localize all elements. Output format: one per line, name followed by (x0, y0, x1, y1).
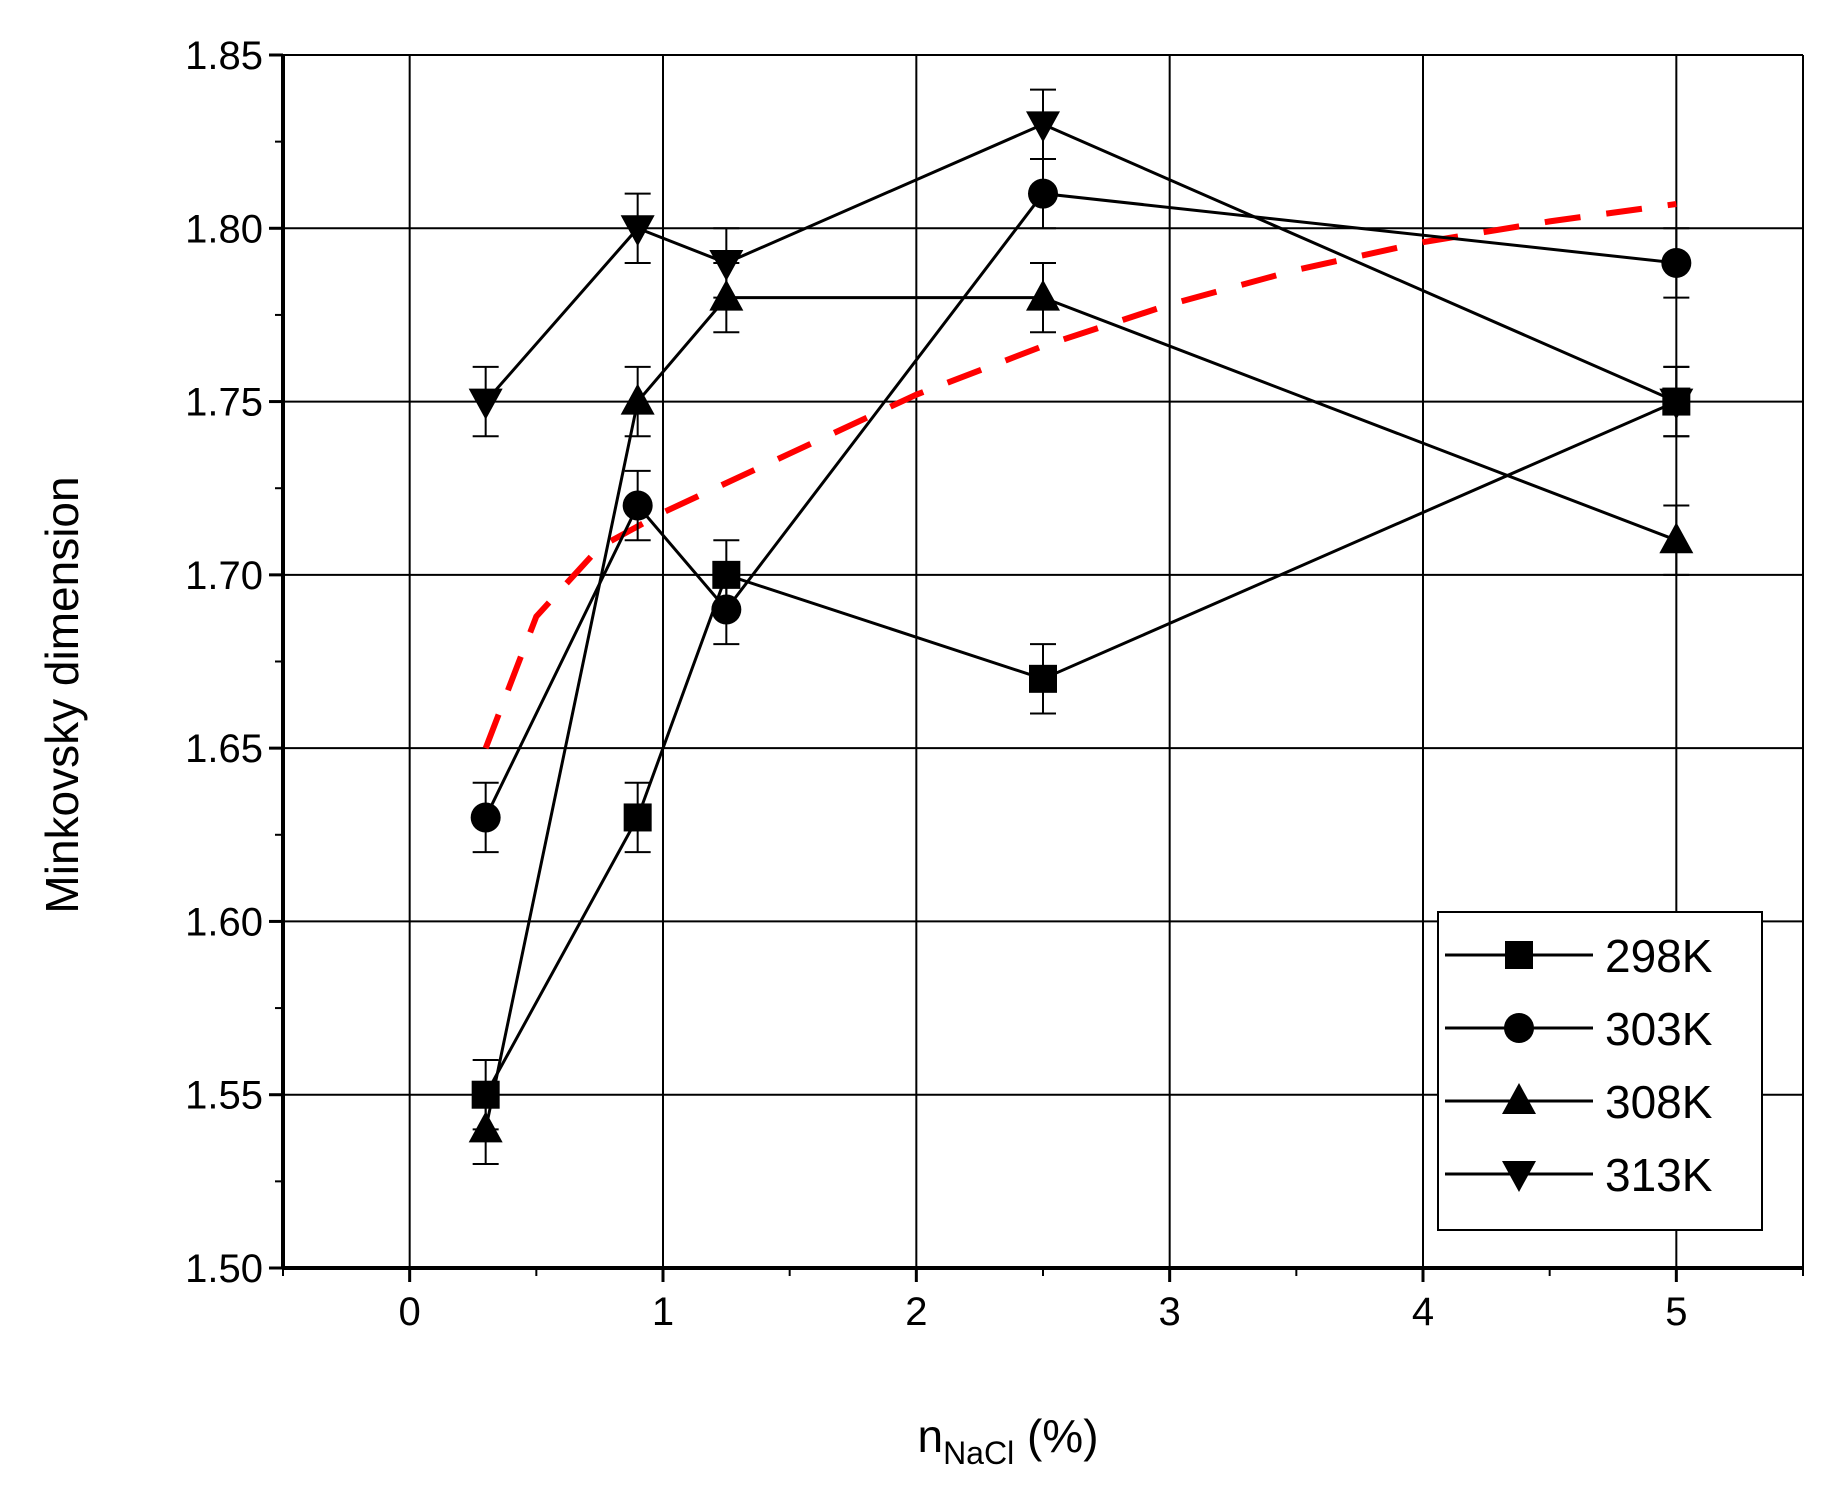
data-point-313K (1659, 388, 1694, 420)
legend-marker-298K (1505, 941, 1533, 969)
x-tick-label: 4 (1412, 1290, 1434, 1334)
x-axis-title-subscript: NaCl (943, 1435, 1014, 1471)
x-axis-title-main: n (917, 1410, 943, 1462)
data-point-298K (1029, 664, 1057, 693)
series-layer (468, 88, 1694, 1166)
legend-item-303K: 303K (1445, 1003, 1713, 1055)
x-tick-label: 0 (399, 1290, 421, 1334)
y-tick-label: 1.55 (185, 1074, 263, 1118)
data-point-303K (1661, 247, 1692, 278)
legend-marker-308K (1502, 1083, 1536, 1114)
x-tick-label: 3 (1159, 1290, 1181, 1334)
y-tick-label: 1.75 (185, 381, 263, 425)
data-point-308K (620, 383, 655, 415)
y-tick-label: 1.65 (185, 727, 263, 771)
data-point-313K (620, 215, 655, 247)
y-tick-label: 1.70 (185, 554, 263, 598)
y-tick-label: 1.85 (185, 34, 263, 78)
data-point-303K (1028, 178, 1058, 209)
legend: 298K 303K 308K 313K (1437, 911, 1763, 1231)
trend-line-layer (482, 201, 1677, 750)
y-axis-title: Minkovsky dimension (36, 476, 88, 913)
y-tick-label: 1.60 (185, 900, 263, 944)
x-axis-title: nNaCl (%) (917, 1410, 1098, 1471)
data-point-303K (622, 490, 653, 521)
data-point-308K (468, 1111, 503, 1143)
legend-box (1437, 911, 1763, 1231)
legend-item-308K: 308K (1445, 1076, 1713, 1128)
series-line-303K (484, 192, 1677, 819)
ticks: 1.50 1.55 1.60 1.65 1.70 1.75 1.80 1.85 0 1 2 3 4 5 (185, 34, 1804, 1334)
data-point-303K (711, 594, 742, 625)
y-tick-label: 1.50 (185, 1247, 263, 1291)
series-313K (468, 88, 1694, 438)
data-point-313K (1026, 111, 1060, 143)
legend-label: 308K (1605, 1076, 1713, 1128)
legend-label: 303K (1605, 1003, 1713, 1055)
y-tick-label: 1.80 (185, 207, 263, 251)
legend-marker-313K (1502, 1161, 1536, 1192)
x-axis-title-suffix: (%) (1014, 1410, 1098, 1462)
legend-marker-303K (1504, 1013, 1534, 1043)
data-point-313K (709, 249, 744, 281)
x-tick-label: 2 (905, 1290, 927, 1334)
data-point-313K (468, 388, 503, 420)
data-point-308K (1026, 279, 1060, 311)
data-point-308K (1659, 522, 1694, 554)
legend-item-313K: 313K (1445, 1149, 1713, 1201)
x-tick-label: 5 (1665, 1290, 1687, 1334)
trend-line (482, 201, 1677, 750)
data-point-303K (470, 802, 501, 833)
data-point-298K (623, 803, 652, 832)
legend-label: 313K (1605, 1149, 1713, 1201)
legend-label: 298K (1605, 930, 1713, 982)
x-tick-label: 1 (652, 1290, 674, 1334)
series-line-313K (484, 122, 1677, 403)
legend-item-298K: 298K (1445, 930, 1713, 982)
